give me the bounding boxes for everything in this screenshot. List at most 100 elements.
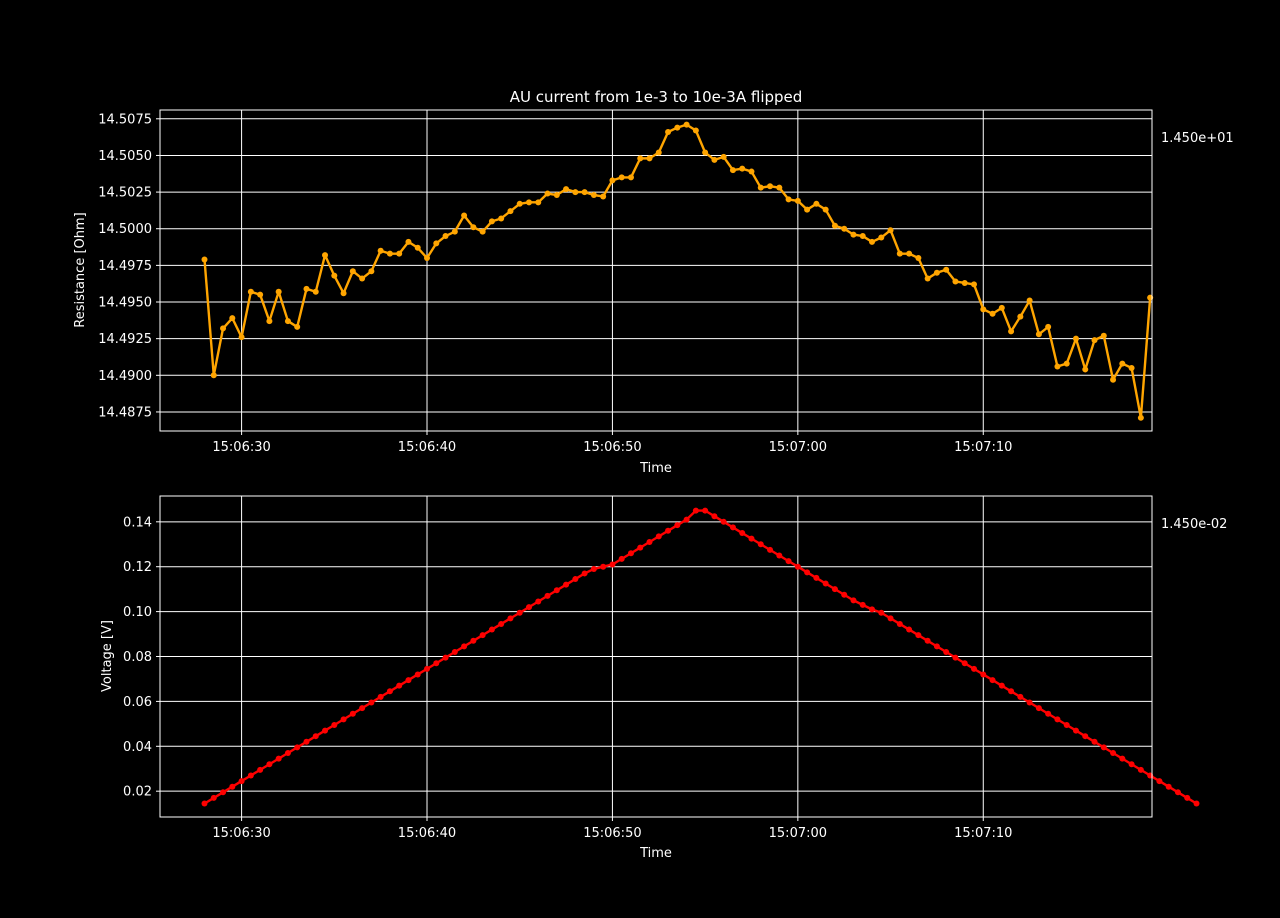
- resistance-y-tick-label: 14.4875: [98, 405, 152, 420]
- voltage-data-point: [665, 527, 672, 534]
- voltage-data-point: [729, 524, 736, 531]
- voltage-data-point: [683, 516, 690, 523]
- voltage-data-point: [331, 721, 338, 728]
- voltage-data-point: [525, 604, 532, 611]
- resistance-data-point: [525, 199, 532, 206]
- resistance-data-point: [757, 184, 764, 191]
- voltage-data-point: [581, 570, 588, 577]
- resistance-data-point: [507, 208, 514, 215]
- resistance-y-axis-label: Resistance [Ohm]: [73, 212, 88, 327]
- voltage-data-point: [627, 550, 634, 557]
- voltage-data-point: [1156, 778, 1163, 785]
- resistance-panel: AU current from 1e-3 to 10e-3A flipped 1…: [73, 88, 1234, 476]
- voltage-data-point: [804, 569, 811, 576]
- resistance-data-point: [479, 228, 486, 235]
- resistance-data-point: [1128, 364, 1135, 371]
- resistance-data-point: [813, 200, 820, 207]
- voltage-data-point: [609, 561, 616, 568]
- voltage-data-point: [850, 597, 857, 604]
- voltage-data-point: [1128, 761, 1135, 768]
- resistance-data-point: [516, 200, 523, 207]
- voltage-data-point: [544, 592, 551, 599]
- resistance-y-tick-label: 14.5025: [98, 186, 152, 201]
- resistance-data-point: [349, 268, 356, 275]
- voltage-y-tick-label: 0.06: [123, 695, 152, 710]
- voltage-data-point: [887, 615, 894, 622]
- resistance-data-point: [396, 250, 403, 257]
- voltage-data-point: [433, 660, 440, 667]
- resistance-data-point: [609, 177, 616, 184]
- resistance-data-point: [952, 278, 959, 285]
- voltage-data-point: [1063, 721, 1070, 728]
- voltage-data-point: [498, 620, 505, 627]
- voltage-data-point: [238, 778, 245, 785]
- resistance-x-ticks: 15:06:30 15:06:40 15:06:50 15:07:00 15:07:10: [212, 431, 1012, 455]
- resistance-data-point: [878, 234, 885, 241]
- resistance-data-point: [618, 174, 625, 181]
- voltage-series: [201, 507, 1200, 807]
- voltage-data-point: [507, 615, 514, 622]
- resistance-data-point: [572, 189, 579, 196]
- voltage-y-tick-label: 0.04: [123, 740, 152, 755]
- voltage-data-point: [516, 609, 523, 616]
- resistance-data-point: [739, 165, 746, 172]
- voltage-data-point: [1045, 710, 1052, 717]
- resistance-data-point: [915, 255, 922, 262]
- resistance-data-point: [729, 167, 736, 174]
- voltage-data-point: [294, 744, 301, 751]
- resistance-data-point: [331, 272, 338, 279]
- resistance-data-point: [971, 281, 977, 288]
- voltage-data-point: [961, 660, 968, 667]
- resistance-data-point: [906, 250, 913, 257]
- voltage-data-point: [340, 716, 347, 723]
- resistance-y-tick-label: 14.5075: [98, 112, 152, 127]
- voltage-data-point: [535, 598, 542, 605]
- voltage-data-point: [952, 654, 959, 661]
- resistance-data-point: [201, 256, 208, 263]
- voltage-data-point: [1008, 688, 1015, 695]
- voltage-data-point: [386, 688, 393, 695]
- voltage-data-point: [906, 626, 913, 633]
- resistance-data-point: [229, 315, 236, 322]
- resistance-data-point: [1072, 335, 1079, 342]
- voltage-data-point: [869, 606, 876, 613]
- resistance-data-point: [711, 156, 718, 163]
- resistance-data-point: [1035, 331, 1042, 338]
- resistance-data-point: [442, 233, 449, 240]
- voltage-data-point: [998, 682, 1005, 689]
- voltage-data-point: [303, 738, 310, 745]
- resistance-data-point: [1017, 313, 1024, 320]
- voltage-data-point: [692, 507, 699, 514]
- resistance-data-point: [896, 250, 903, 257]
- voltage-panel: 15:06:30 15:06:40 15:06:50 15:07:00 15:07:10…: [100, 495, 1227, 861]
- resistance-data-point: [841, 225, 848, 232]
- voltage-data-point: [220, 789, 227, 796]
- voltage-data-point: [1119, 755, 1126, 762]
- voltage-data-point: [841, 591, 848, 598]
- resistance-data-point: [284, 318, 291, 325]
- resistance-data-point: [1110, 376, 1117, 383]
- resistance-data-point: [1054, 363, 1061, 370]
- voltage-data-point: [674, 522, 681, 529]
- voltage-data-point: [590, 565, 597, 572]
- voltage-data-point: [312, 733, 319, 740]
- resistance-data-point: [859, 233, 866, 240]
- resistance-y-tick-label: 14.4950: [98, 296, 152, 311]
- resistance-data-point: [294, 323, 301, 330]
- voltage-grid: [160, 496, 1152, 817]
- resistance-data-point: [924, 275, 931, 282]
- resistance-data-point: [850, 231, 857, 238]
- voltage-data-point: [924, 637, 931, 644]
- voltage-data-point: [794, 563, 801, 570]
- resistance-data-point: [627, 174, 634, 181]
- voltage-data-point: [915, 632, 922, 639]
- resistance-data-point: [961, 279, 968, 286]
- voltage-data-point: [896, 620, 903, 627]
- resistance-data-point: [424, 255, 431, 262]
- voltage-data-point: [1091, 738, 1098, 745]
- voltage-data-point: [359, 705, 366, 712]
- voltage-data-point: [322, 727, 329, 734]
- voltage-data-point: [553, 587, 560, 594]
- voltage-x-tick-label: 15:06:40: [398, 826, 456, 841]
- voltage-data-point: [618, 555, 625, 562]
